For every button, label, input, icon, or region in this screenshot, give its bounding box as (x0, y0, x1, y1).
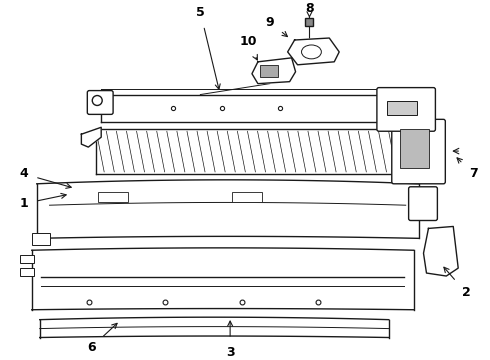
FancyBboxPatch shape (409, 187, 438, 220)
Text: 4: 4 (20, 167, 71, 188)
Polygon shape (288, 38, 339, 65)
Bar (20, 268, 34, 276)
Text: 1: 1 (20, 193, 66, 210)
Text: 9: 9 (266, 15, 288, 37)
Polygon shape (40, 317, 389, 338)
Text: 5: 5 (196, 6, 220, 89)
Bar (32, 233, 49, 245)
Polygon shape (423, 226, 458, 276)
Bar (260, 65, 278, 77)
Polygon shape (252, 58, 295, 84)
Bar (387, 102, 416, 115)
Polygon shape (32, 248, 414, 310)
Polygon shape (101, 95, 389, 122)
Polygon shape (96, 129, 399, 174)
Text: 3: 3 (226, 321, 234, 359)
Bar (232, 192, 262, 202)
FancyBboxPatch shape (392, 120, 445, 184)
Text: 6: 6 (87, 323, 117, 354)
Bar (98, 192, 128, 202)
FancyBboxPatch shape (87, 91, 113, 114)
FancyBboxPatch shape (377, 87, 436, 131)
Polygon shape (37, 180, 418, 238)
Text: 10: 10 (239, 36, 257, 60)
Bar (20, 255, 34, 263)
Polygon shape (81, 127, 101, 147)
Text: 7: 7 (457, 158, 477, 180)
Bar (400, 129, 429, 168)
Text: 8: 8 (305, 2, 314, 18)
Text: 2: 2 (444, 267, 470, 300)
